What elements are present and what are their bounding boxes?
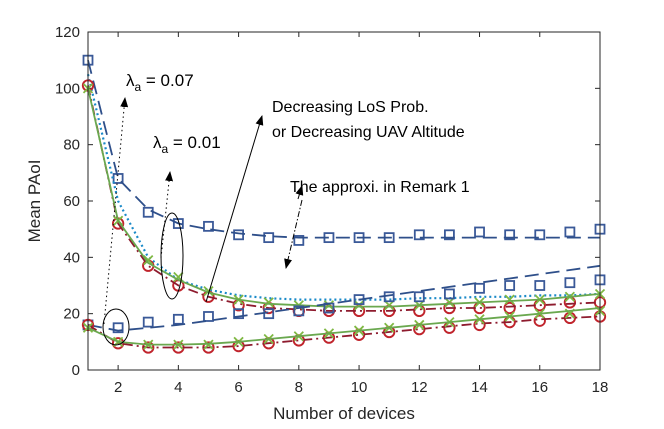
square-marker [504, 280, 516, 291]
square-marker [564, 226, 576, 238]
los-label-line1: Decreasing LoS Prob. [272, 99, 429, 116]
x-tick-label: 18 [592, 379, 609, 396]
series-6 [87, 88, 601, 308]
los-label-line2: or Decreasing UAV Altitude [272, 124, 465, 141]
series-10 [87, 315, 601, 349]
lambda-low-label: λa = 0.01 [153, 133, 221, 156]
square-marker [263, 232, 275, 244]
lambda-high-value: = 0.07 [141, 71, 193, 90]
lambda-high-arrow [103, 97, 129, 325]
square-marker [413, 291, 425, 303]
series-line [87, 307, 601, 346]
square-marker [444, 229, 455, 241]
annotation-graphics [102, 97, 304, 346]
series-8 [87, 264, 601, 332]
x-marker [384, 300, 395, 311]
series-line [87, 59, 600, 239]
square-marker [203, 311, 214, 322]
square-marker [142, 316, 154, 328]
x-tick-label: 2 [114, 379, 122, 396]
square-marker [413, 229, 425, 241]
x-tick-label: 4 [174, 379, 182, 396]
series-0 [82, 54, 606, 246]
lambda-high-ellipse [102, 308, 130, 346]
square-marker [534, 280, 546, 291]
square-marker [203, 220, 214, 232]
lambda-low-value: = 0.01 [168, 133, 220, 152]
series-line [87, 264, 601, 332]
x-marker [504, 294, 515, 305]
square-marker [444, 288, 455, 300]
x-axis-title: Number of devices [273, 404, 415, 423]
los-arrow [205, 115, 264, 303]
circle-marker [533, 314, 546, 327]
series-4 [87, 85, 601, 312]
x-marker [444, 297, 455, 308]
circle-marker [503, 301, 516, 315]
lambda-low-subscript: a [162, 142, 169, 156]
series-line [87, 315, 601, 349]
square-marker [293, 235, 305, 246]
square-marker [564, 277, 576, 289]
approx-leader-2 [295, 185, 304, 200]
approx-label: The approxi. in Remark 1 [290, 179, 470, 196]
y-axis-title: Mean PAoI [25, 160, 44, 243]
lambda-low-arrow [160, 171, 174, 259]
y-tick-label: 80 [63, 137, 80, 154]
series-5 [82, 83, 606, 311]
x-tick-label: 6 [234, 379, 242, 396]
lambda-high-symbol: λ [126, 71, 135, 90]
square-marker [233, 308, 244, 320]
x-tick-label: 16 [531, 379, 548, 396]
y-tick-label: 40 [63, 249, 80, 266]
square-marker [112, 322, 124, 334]
lambda-high-subscript: a [135, 80, 142, 94]
series-line [87, 88, 601, 308]
x-tick-label: 12 [411, 379, 428, 396]
lambda-low-ellipse [160, 212, 184, 300]
square-marker [474, 282, 485, 294]
x-marker [353, 300, 365, 311]
series-12 [87, 307, 601, 346]
x-marker [203, 285, 214, 297]
y-tick-label: 120 [55, 24, 80, 41]
y-tick-label: 0 [72, 362, 80, 379]
square-marker [474, 226, 485, 238]
x-tick-label: 10 [351, 379, 368, 396]
y-tick-label: 60 [63, 193, 80, 210]
square-marker [172, 313, 184, 325]
plot-frame [87, 31, 601, 371]
x-tick-label: 14 [471, 379, 488, 396]
tick-labels: 2 4 6 8 10 12 14 16 18 0 20 40 60 80 100 120 [55, 24, 608, 396]
x-marker [263, 297, 274, 308]
square-marker [504, 229, 516, 241]
square-marker [112, 173, 124, 184]
plot-background [88, 32, 600, 370]
series-line [87, 85, 601, 312]
y-tick-label: 20 [63, 306, 80, 323]
square-marker [534, 229, 546, 241]
lambda-high-label: λa = 0.07 [126, 71, 194, 94]
square-marker [293, 305, 305, 317]
square-marker [233, 229, 244, 241]
x-marker [143, 255, 154, 266]
y-tick-label: 100 [55, 80, 80, 97]
x-marker [323, 300, 335, 311]
series-1 [87, 59, 600, 239]
lambda-low-symbol: λ [153, 133, 162, 152]
approx-leader-1 [284, 199, 303, 269]
x-tick-label: 8 [295, 379, 303, 396]
